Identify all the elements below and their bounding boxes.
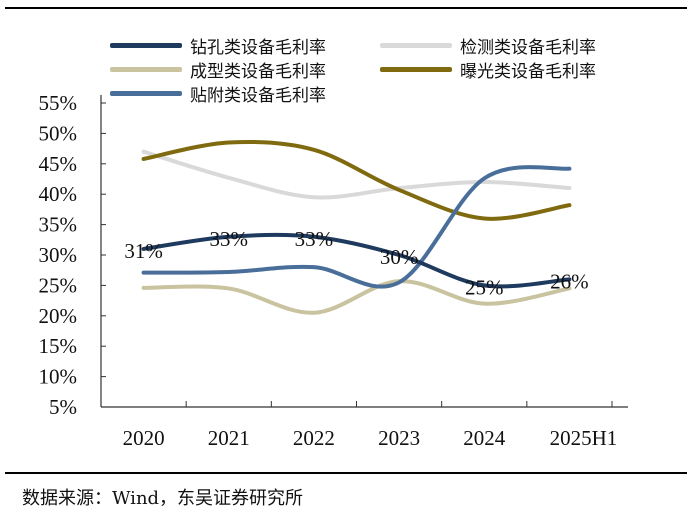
plot-area: 5% 10% 15% 20% 25% 30% 35% 40% 45% 50% 55% 2020 2021… (39, 91, 628, 450)
legend-label: 成型类设备毛利率 (190, 62, 326, 82)
data-label: 30% (380, 245, 419, 269)
x-tick-label: 2025H1 (550, 426, 618, 450)
legend-label: 检测类设备毛利率 (460, 38, 596, 58)
x-tick-label: 2023 (378, 426, 420, 450)
legend-item-attach: 贴附类设备毛利率 (110, 81, 326, 106)
series-line-2 (141, 279, 572, 315)
series-line-0 (141, 232, 572, 289)
legend-label: 贴附类设备毛利率 (190, 86, 326, 106)
x-tick-label: 2024 (463, 426, 506, 450)
y-tick-label: 10% (39, 365, 78, 389)
y-tick-label: 5% (49, 395, 77, 419)
y-tick-label: 55% (39, 91, 78, 115)
x-tick-label: 2021 (208, 426, 250, 450)
top-rule (5, 7, 687, 9)
data-label: 33% (295, 227, 334, 251)
series-line-3 (141, 139, 572, 221)
data-label: 31% (124, 239, 163, 263)
x-tick-label: 2020 (123, 426, 165, 450)
data-label: 26% (550, 269, 589, 293)
y-tick-label: 40% (39, 182, 78, 206)
legend-item-inspection: 检测类设备毛利率 (380, 33, 596, 58)
legend-label: 钻孔类设备毛利率 (190, 38, 326, 58)
legend-label: 曝光类设备毛利率 (460, 62, 596, 82)
y-tick-label: 50% (39, 121, 78, 145)
y-tick-label: 20% (39, 304, 78, 328)
legend-item-forming: 成型类设备毛利率 (110, 57, 326, 82)
legend-item-exposure: 曝光类设备毛利率 (380, 57, 596, 82)
source-note: 数据来源：Wind，东吴证券研究所 (22, 488, 304, 509)
y-tick-label: 15% (39, 334, 78, 358)
series-line-4 (141, 165, 572, 289)
data-label: 25% (465, 275, 504, 299)
y-tick-label: 30% (39, 243, 78, 267)
y-tick-label: 25% (39, 273, 78, 297)
data-label: 33% (210, 227, 249, 251)
x-tick-label: 2022 (293, 426, 335, 450)
y-tick-label: 35% (39, 213, 78, 237)
bottom-rule (5, 472, 687, 474)
series-line-1 (141, 149, 572, 200)
legend-item-drilling: 钻孔类设备毛利率 (110, 33, 326, 58)
y-tick-label: 45% (39, 152, 78, 176)
